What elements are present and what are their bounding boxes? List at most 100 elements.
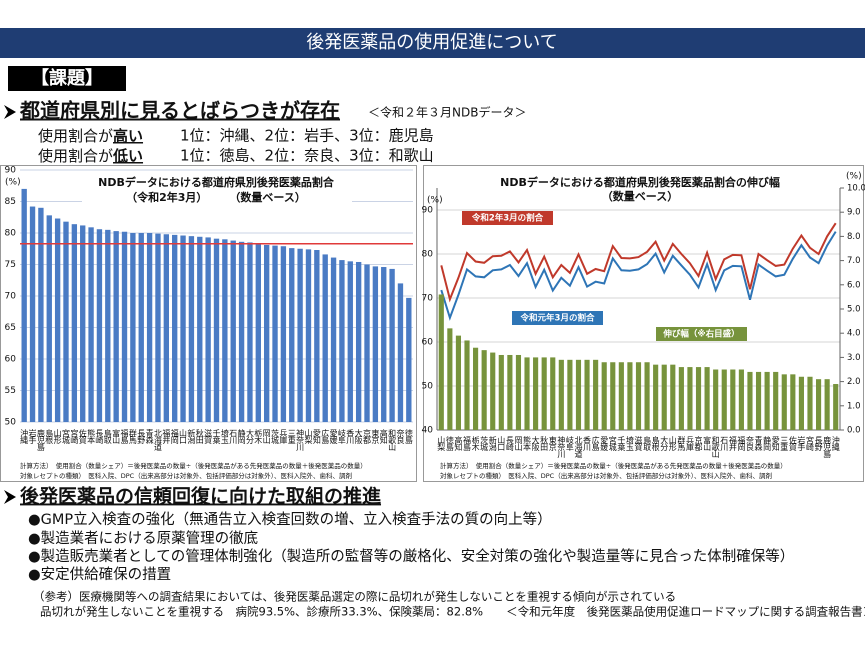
bar [481, 350, 487, 430]
chart-subtitle: （数量ベース） [602, 189, 678, 203]
bar [406, 297, 412, 422]
bar [188, 236, 195, 422]
bar [105, 229, 111, 422]
bar [138, 233, 144, 422]
x-tick-label: 長崎 [95, 429, 104, 444]
y-unit: (%) [427, 196, 443, 206]
x-tick-label: 福井 [162, 429, 171, 445]
y2-tick-label: 3.0 [847, 353, 861, 363]
x-tick-label: 栃木 [471, 435, 480, 452]
x-tick-label: 愛媛 [329, 428, 338, 445]
x-tick-label: 北海道 [574, 436, 583, 459]
chart-note: 対象レセプトの種類） 医科入院、DPC（出来高部分は対象外、包括評価部分は対象外… [20, 471, 352, 480]
x-tick-label: 熊本 [523, 435, 532, 452]
slide-title: 後発医薬品の使用促進について [306, 32, 557, 53]
bar [781, 374, 787, 430]
x-tick-label: 鳥取 [103, 428, 112, 445]
bar [824, 379, 830, 430]
x-tick-label: 東京 [371, 428, 380, 445]
series-label: 伸び幅（※右目盛） [662, 329, 739, 340]
bar [289, 248, 295, 422]
y-tick-label: 40 [422, 426, 434, 436]
bar [464, 340, 470, 430]
chart-subtitle: （令和2年3月） （数量ベース） [126, 190, 306, 204]
x-tick-label: 徳島 [404, 428, 413, 445]
bar [764, 371, 770, 430]
x-tick-label: 岐阜 [565, 435, 574, 452]
x-tick-label: 鹿児島 [823, 435, 832, 459]
x-tick-label: 岩手 [797, 435, 806, 452]
bar [155, 233, 161, 422]
x-tick-label: 島根 [651, 435, 660, 452]
bar [222, 239, 228, 422]
arrow-icon [4, 105, 16, 119]
bar [661, 364, 667, 430]
x-tick-label: 山形 [668, 435, 677, 452]
x-tick-label: 新潟 [187, 428, 196, 445]
row-text: 1位：沖縄、2位：岩手、3位：鹿児島 [180, 127, 434, 145]
row: 使用割合が低い [38, 147, 143, 165]
x-tick-label: 東京 [548, 435, 557, 452]
bar [80, 225, 86, 422]
x-tick-label: 青森 [754, 435, 763, 452]
chart-title: NDBデータにおける都道府県別後発医薬品割合 [98, 175, 335, 189]
x-tick-label: 滋賀 [204, 428, 213, 445]
bar [550, 357, 556, 430]
x-tick-label: 大分 [660, 435, 669, 452]
x-tick-label: 埼玉 [220, 428, 229, 444]
series-label-box [512, 311, 603, 325]
bar [773, 371, 779, 430]
bar [54, 218, 61, 422]
y2-tick-label: 1.0 [847, 401, 861, 411]
x-tick-label: 神奈川 [296, 428, 305, 451]
row: 使用割合が高い [38, 127, 143, 145]
x-tick-label: 千葉 [212, 428, 221, 445]
bullet: ●製造業者における原薬管理の徹底 [28, 530, 258, 547]
bar [205, 237, 211, 422]
y-unit: (%) [5, 178, 21, 188]
bar [163, 234, 170, 422]
row-emph: 低い [112, 147, 143, 165]
chart-2: 40 50 60 70 80 90 0.0 1.0 2.0 3.0 4.0 5.0 6.0 7.0 8.0 9… [422, 184, 865, 460]
bar [515, 354, 522, 430]
bar [473, 347, 479, 430]
bar [713, 369, 719, 430]
bar [627, 362, 633, 430]
x-tick-label: 茨城 [480, 435, 489, 452]
x-tick-label: 福井 [728, 436, 737, 452]
x-tick-label: 富山 [112, 428, 121, 445]
chart-note: 対象レセプトの種類） 医科入院、DPC（出来高部分は対象外、包括評価部分は対象外… [440, 471, 772, 480]
bar [314, 250, 320, 422]
bar [347, 261, 353, 422]
y2-tick-label: 6.0 [847, 280, 861, 290]
bar [21, 188, 27, 422]
bar [447, 328, 453, 430]
y-tick-label: 60 [5, 355, 17, 365]
chart-note: 計算方法） 使用割合（数量シェア）＝後発医薬品の数量÷（後発医薬品がある先発医薬… [20, 461, 367, 470]
x-tick-label: 福岡 [737, 436, 746, 452]
bar [381, 267, 387, 422]
x-tick-label: 京都 [363, 428, 372, 445]
bar [146, 233, 153, 422]
x-tick-label: 京都 [694, 435, 703, 452]
bar [172, 234, 178, 422]
x-tick-label: 長野 [137, 429, 146, 444]
bar [213, 238, 220, 422]
bar [297, 248, 303, 422]
bar [575, 359, 582, 430]
bar [807, 376, 813, 430]
y-tick-label: 50 [5, 418, 17, 428]
bullet: ●製造販売業者としての管理体制強化（製造所の監督等の厳格化、安全対策の強化や製造… [28, 547, 794, 565]
x-tick-label: 大阪 [354, 428, 363, 445]
x-tick-label: 福岡 [170, 429, 179, 445]
bar [230, 240, 236, 422]
y2-tick-label: 4.0 [847, 329, 861, 339]
bar [355, 261, 362, 422]
y-tick-label: 80 [422, 250, 434, 260]
chart-1: 50 55 60 65 70 75 80 85 90 沖縄 岩手 鹿児島 島根 山形 宮城 宮崎 佐賀 熊本 長崎鳥… [5, 166, 414, 453]
bar [738, 369, 744, 430]
x-tick-label: 秋田 [195, 428, 204, 445]
bullet: ●GMP立入検査の強化（無通告立入検査回数の増、立入検査手法の質の向上等） [28, 510, 552, 528]
bar [238, 241, 245, 422]
